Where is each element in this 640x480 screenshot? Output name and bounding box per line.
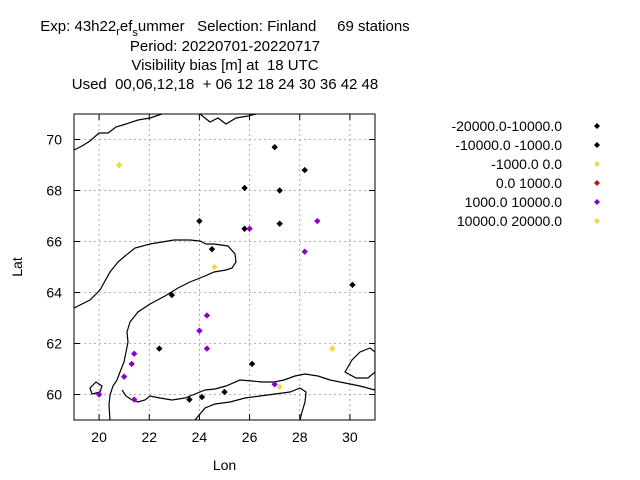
y-tick-label: 60 xyxy=(46,387,62,403)
data-point xyxy=(131,350,138,357)
data-point xyxy=(186,396,193,403)
data-point xyxy=(241,184,248,192)
chart-title-line-4: Used 00,06,12,18 + 06 12 18 24 30 36 42 … xyxy=(71,76,379,93)
legend-label: -20000.0-10000.0 xyxy=(451,118,562,134)
x-tick-label: 22 xyxy=(141,429,157,445)
coastline-estonia xyxy=(194,387,307,420)
data-point xyxy=(120,373,128,380)
data-point xyxy=(211,263,218,271)
data-point xyxy=(314,217,321,225)
data-point xyxy=(156,345,163,352)
coastline-gulf-of-finland xyxy=(121,373,375,403)
legend-label: 10000.0 20000.0 xyxy=(457,213,562,229)
legend-marker xyxy=(594,218,600,224)
coastline-arctic xyxy=(74,114,163,151)
chart-title-line-2: Period: 20220701-20220717 xyxy=(129,38,321,55)
axes: 20 22 24 26 28 30 60 62 64 66 68 70 Lon Lat xyxy=(9,114,375,473)
legend-label: 0.0 1000.0 xyxy=(496,175,562,191)
y-tick-label: 64 xyxy=(46,285,62,301)
data-point xyxy=(196,217,203,225)
data-point xyxy=(349,281,356,289)
data-point xyxy=(115,161,123,169)
x-tick-label: 26 xyxy=(242,429,258,445)
x-tick-label: 20 xyxy=(91,429,107,445)
legend-label: -1000.0 0.0 xyxy=(491,156,562,172)
coastline-lake-ladoga xyxy=(344,347,375,379)
data-point xyxy=(301,166,308,174)
data-point xyxy=(128,360,135,368)
legend-label: -10000.0 -1000.0 xyxy=(455,137,562,153)
data-point xyxy=(301,248,308,255)
data-point xyxy=(168,291,176,299)
x-tick-label: 28 xyxy=(292,429,308,445)
chart-title-line-1: Exp: 43h22refsummer Selection: Finland 6… xyxy=(40,18,410,39)
legend-marker xyxy=(594,161,600,167)
data-point xyxy=(203,345,211,352)
legend-marker xyxy=(594,180,600,186)
coastline-aland xyxy=(89,381,103,395)
data-point xyxy=(276,383,283,391)
data-point xyxy=(95,391,103,398)
data-point xyxy=(276,187,283,194)
legend-marker xyxy=(594,142,600,148)
x-tick-label: 30 xyxy=(342,429,358,445)
plot-frame xyxy=(73,113,376,421)
coastline-arctic-east xyxy=(199,114,257,125)
x-tick-label: 24 xyxy=(192,429,208,445)
data-point xyxy=(241,225,248,232)
y-axis-label: Lat xyxy=(9,257,25,277)
data-point xyxy=(196,327,203,334)
data-point xyxy=(198,393,206,401)
y-tick-label: 68 xyxy=(46,183,62,199)
data-point xyxy=(221,388,228,396)
y-tick-label: 66 xyxy=(46,234,62,250)
x-axis-label: Lon xyxy=(213,457,236,473)
legend: -20000.0-10000.0 -10000.0 -1000.0 -1000.0 … xyxy=(451,118,600,229)
coastline-map xyxy=(74,114,375,420)
legend-marker xyxy=(594,199,600,205)
data-point xyxy=(208,245,216,253)
data-point xyxy=(276,220,283,227)
legend-marker xyxy=(594,123,600,129)
data-points xyxy=(95,143,356,403)
data-point xyxy=(271,143,278,151)
data-point xyxy=(271,381,278,388)
data-point xyxy=(203,312,211,319)
legend-label: 1000.0 10000.0 xyxy=(465,194,563,210)
data-point xyxy=(131,396,138,403)
data-point xyxy=(329,345,336,352)
grid xyxy=(74,114,375,420)
data-point xyxy=(246,225,253,232)
y-tick-label: 70 xyxy=(46,132,62,148)
data-point xyxy=(248,360,256,368)
chart-title-line-3: Visibility bias [m] at 18 UTC xyxy=(131,57,319,74)
y-tick-label: 62 xyxy=(46,336,62,352)
coastline-gulf-of-bothnia xyxy=(74,239,237,420)
